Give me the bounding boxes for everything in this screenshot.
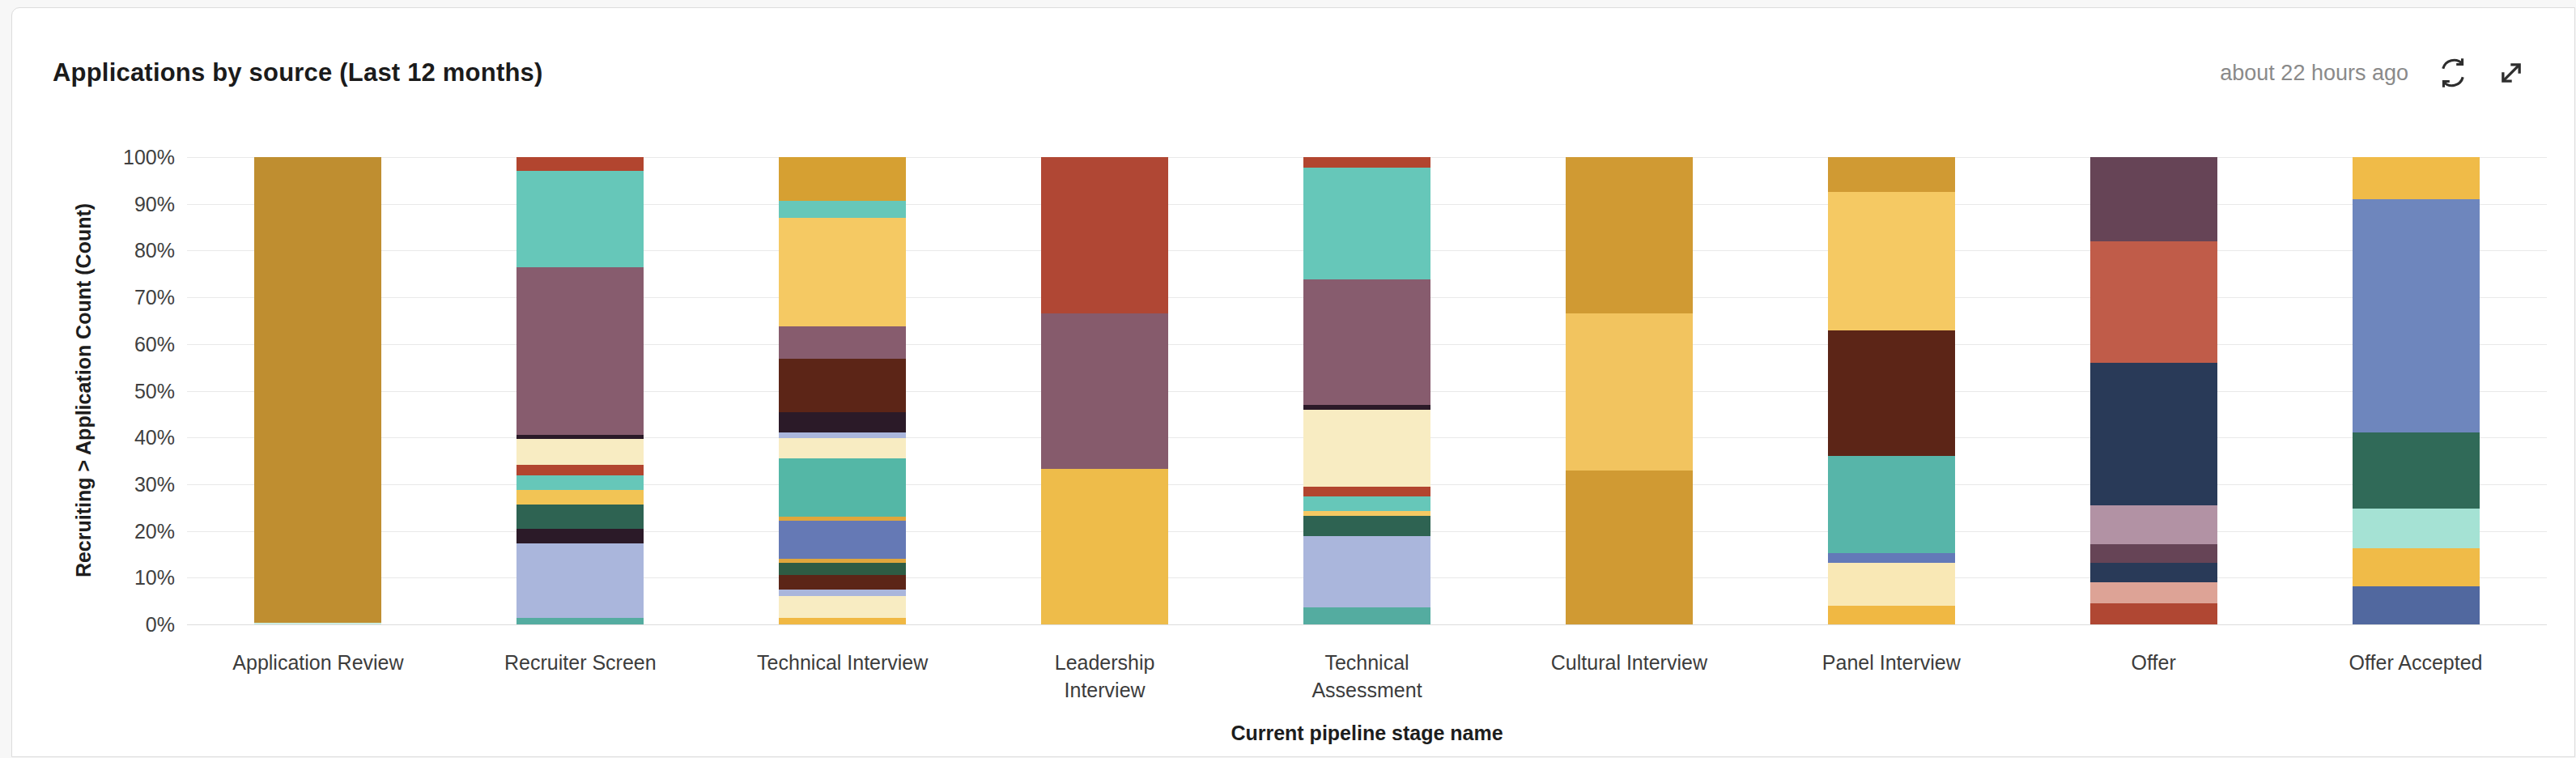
chart-card: Applications by source (Last 12 months) … [11, 7, 2575, 757]
y-tick-label: 0% [36, 612, 175, 637]
bar-segment[interactable] [2353, 586, 2480, 624]
x-category-label: LeadershipInterview [1055, 649, 1155, 704]
bar-segment[interactable] [1828, 563, 1955, 606]
bar-segment[interactable] [779, 201, 906, 218]
bar-segment[interactable] [779, 458, 906, 517]
bar-segment[interactable] [516, 475, 644, 490]
bar-segment[interactable] [779, 218, 906, 326]
y-tick-label: 50% [36, 379, 175, 403]
bar-segment[interactable] [779, 412, 906, 432]
bar-segment[interactable] [2090, 544, 2217, 563]
x-category-label: Offer Accepted [2349, 649, 2483, 676]
bar-segment[interactable] [1566, 157, 1693, 313]
y-tick-label: 90% [36, 192, 175, 216]
x-category-label: Recruiter Screen [504, 649, 657, 676]
bar-segment[interactable] [2090, 157, 2217, 241]
bar-segment[interactable] [2090, 363, 2217, 505]
x-category-label: Application Review [232, 649, 403, 676]
bar-segment[interactable] [1303, 157, 1430, 168]
bar-segment[interactable] [1041, 469, 1168, 624]
bar-segment[interactable] [254, 157, 381, 623]
stacked-bar [254, 157, 381, 624]
x-category-label: Panel Interview [1822, 649, 1961, 676]
bar-segment[interactable] [1828, 456, 1955, 552]
bar-segment[interactable] [1303, 168, 1430, 279]
y-tick-label: 30% [36, 472, 175, 496]
bar-segment[interactable] [516, 529, 644, 543]
bar-segment[interactable] [516, 171, 644, 266]
bar-segment[interactable] [516, 267, 644, 436]
stacked-bar [1566, 157, 1693, 624]
bar-segment[interactable] [779, 157, 906, 201]
x-axis-title: Current pipeline stage name [187, 722, 2547, 745]
x-category-label: Offer [2132, 649, 2176, 676]
bar-segment[interactable] [779, 575, 906, 590]
bar-segment[interactable] [1041, 313, 1168, 469]
bar-segment[interactable] [1566, 313, 1693, 470]
bar-segment[interactable] [2353, 432, 2480, 509]
bar-segment[interactable] [2090, 603, 2217, 624]
bar-segment[interactable] [1303, 487, 1430, 497]
bar-segment[interactable] [1303, 536, 1430, 607]
stacked-bar [2090, 157, 2217, 624]
bar-segment[interactable] [2090, 505, 2217, 544]
bar-segment[interactable] [516, 505, 644, 530]
bar-segment[interactable] [1828, 157, 1955, 192]
stacked-bar [516, 157, 644, 624]
y-tick-label: 100% [36, 145, 175, 169]
bar-segment[interactable] [2353, 548, 2480, 586]
bar-segment[interactable] [779, 438, 906, 458]
bar-segment[interactable] [2090, 563, 2217, 582]
y-tick-label: 60% [36, 332, 175, 356]
bar-segment[interactable] [779, 596, 906, 618]
bar-segment[interactable] [1303, 607, 1430, 624]
bar-segment[interactable] [1828, 606, 1955, 624]
stacked-bar [1828, 157, 1955, 624]
x-category-label: Cultural Interview [1551, 649, 1707, 676]
bar-segment[interactable] [779, 432, 906, 438]
bar-segment[interactable] [779, 326, 906, 359]
bar-segment[interactable] [516, 618, 644, 624]
bar-segment[interactable] [1303, 279, 1430, 405]
bar-segment[interactable] [2090, 582, 2217, 603]
bar-segment[interactable] [516, 490, 644, 504]
bar-segment[interactable] [516, 465, 644, 475]
bar-segment[interactable] [779, 590, 906, 596]
stacked-bar [1041, 157, 1168, 624]
bar-segment[interactable] [1041, 157, 1168, 313]
bar-segment[interactable] [2353, 157, 2480, 199]
bar-segment[interactable] [1303, 516, 1430, 536]
bar-segment[interactable] [516, 543, 644, 618]
gridline [187, 624, 2547, 625]
bar-segment[interactable] [1828, 330, 1955, 457]
bar-segment[interactable] [1828, 192, 1955, 330]
bar-segment[interactable] [1303, 410, 1430, 487]
bar-segment[interactable] [2353, 199, 2480, 433]
y-tick-label: 80% [36, 238, 175, 262]
bar-segment[interactable] [779, 618, 906, 624]
y-tick-label: 70% [36, 285, 175, 309]
stacked-bar [1303, 157, 1430, 624]
y-tick-label: 10% [36, 565, 175, 590]
bar-segment[interactable] [1828, 553, 1955, 564]
plot-area [187, 157, 2547, 624]
bar-segment[interactable] [254, 623, 381, 624]
bar-segment[interactable] [2090, 241, 2217, 363]
bar-segment[interactable] [779, 521, 906, 559]
bar-segment[interactable] [516, 157, 644, 171]
bar-segment[interactable] [1566, 471, 1693, 624]
bar-segment[interactable] [2353, 509, 2480, 547]
y-tick-label: 20% [36, 519, 175, 543]
x-category-label: Technical Interview [757, 649, 928, 676]
stacked-bar [2353, 157, 2480, 624]
stacked-bar [779, 157, 906, 624]
y-tick-label: 40% [36, 425, 175, 449]
bar-segment[interactable] [1303, 496, 1430, 511]
chart: Recruiting > Application Count (Count) C… [12, 8, 2574, 756]
bar-segment[interactable] [779, 563, 906, 575]
bar-segment[interactable] [516, 439, 644, 465]
x-category-label: TechnicalAssessment [1311, 649, 1422, 704]
bar-segment[interactable] [779, 359, 906, 412]
